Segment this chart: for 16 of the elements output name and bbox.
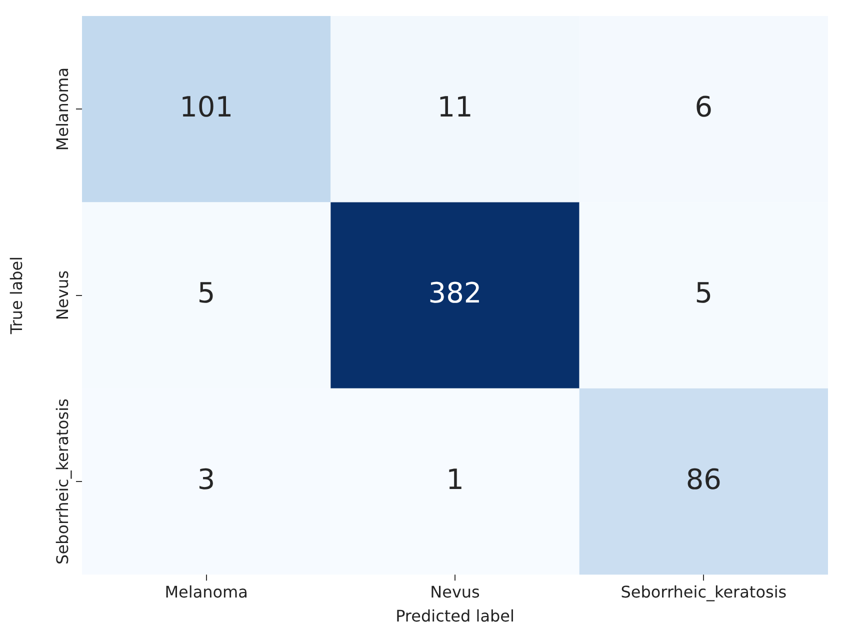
x-tick-label: Nevus: [430, 582, 480, 602]
data-label: 3: [197, 462, 216, 496]
y-tick-label: Melanoma: [53, 67, 72, 151]
data-label: 382: [428, 276, 482, 310]
y-tick-label: Nevus: [53, 270, 72, 320]
data-label: 1: [446, 462, 464, 496]
x-tick-label: Seborrheic_keratosis: [620, 582, 787, 602]
data-label: 5: [694, 276, 713, 310]
y-axis-title: True label: [6, 256, 26, 336]
x-tick-label: Melanoma: [164, 582, 248, 602]
data-label: 101: [180, 90, 234, 124]
data-label: 11: [437, 90, 473, 124]
data-label: 5: [197, 276, 216, 310]
data-label: 86: [686, 462, 722, 496]
data-label: 6: [694, 90, 713, 124]
x-axis-title: Predicted label: [396, 606, 514, 626]
